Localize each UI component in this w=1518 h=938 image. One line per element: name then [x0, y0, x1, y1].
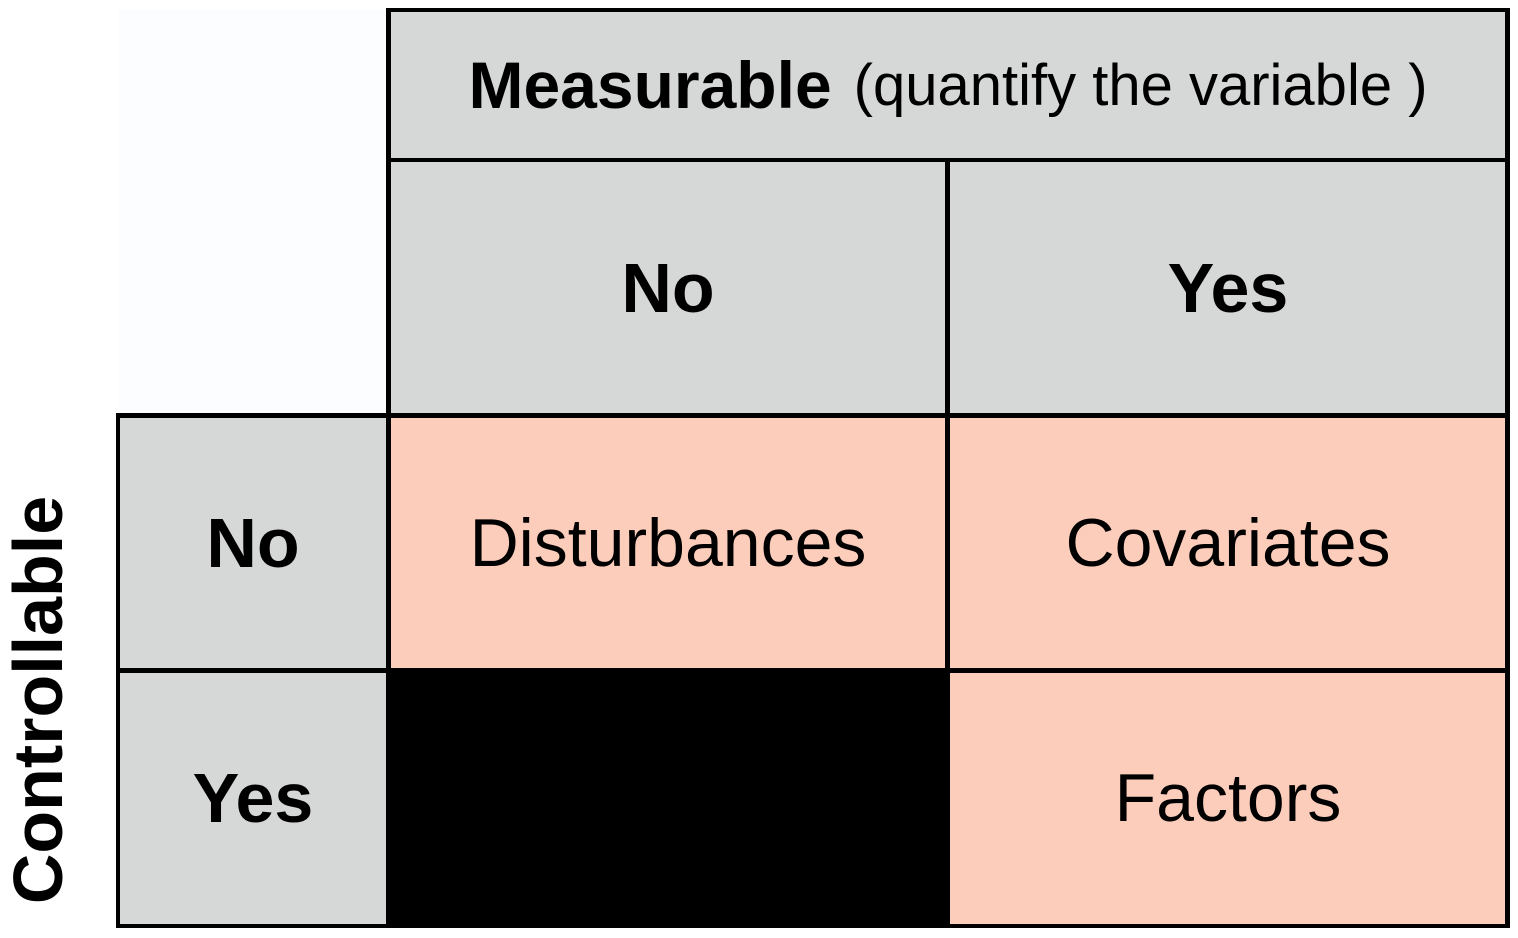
column-header-yes: Yes [948, 160, 1508, 416]
cell-disturbances: Disturbances [388, 416, 948, 670]
grid-line-col2 [945, 160, 950, 928]
grid-line-top [386, 8, 1510, 12]
grid-line-bottom [116, 924, 1510, 928]
row-header-yes: Yes [118, 670, 388, 926]
measurable-subtitle: (quantify the variable ) [853, 52, 1428, 118]
grid-line-mid-top [116, 413, 1510, 418]
column-header-yes-label: Yes [1167, 249, 1289, 327]
column-header-no: No [388, 160, 948, 416]
grid-line-right [1505, 8, 1510, 928]
row-header-no-label: No [206, 504, 300, 582]
cell-empty-black [388, 670, 948, 926]
measurable-title: Measurable [468, 48, 832, 122]
cell-disturbances-label: Disturbances [469, 505, 867, 581]
grid-line-left [116, 413, 120, 928]
cell-covariates-label: Covariates [1065, 505, 1391, 581]
grid-line-mid-bottom [116, 668, 1510, 673]
grid-line-col1 [386, 8, 391, 928]
blank-corner [118, 10, 388, 416]
controllable-axis-label: Controllable [0, 495, 77, 905]
cell-covariates: Covariates [948, 416, 1508, 670]
row-header-yes-label: Yes [192, 759, 314, 837]
column-header-no-label: No [621, 249, 715, 327]
measurable-header: Measurable (quantify the variable ) [388, 10, 1508, 160]
cell-factors-label: Factors [1114, 760, 1342, 836]
cell-factors: Factors [948, 670, 1508, 926]
row-header-no: No [118, 416, 388, 670]
